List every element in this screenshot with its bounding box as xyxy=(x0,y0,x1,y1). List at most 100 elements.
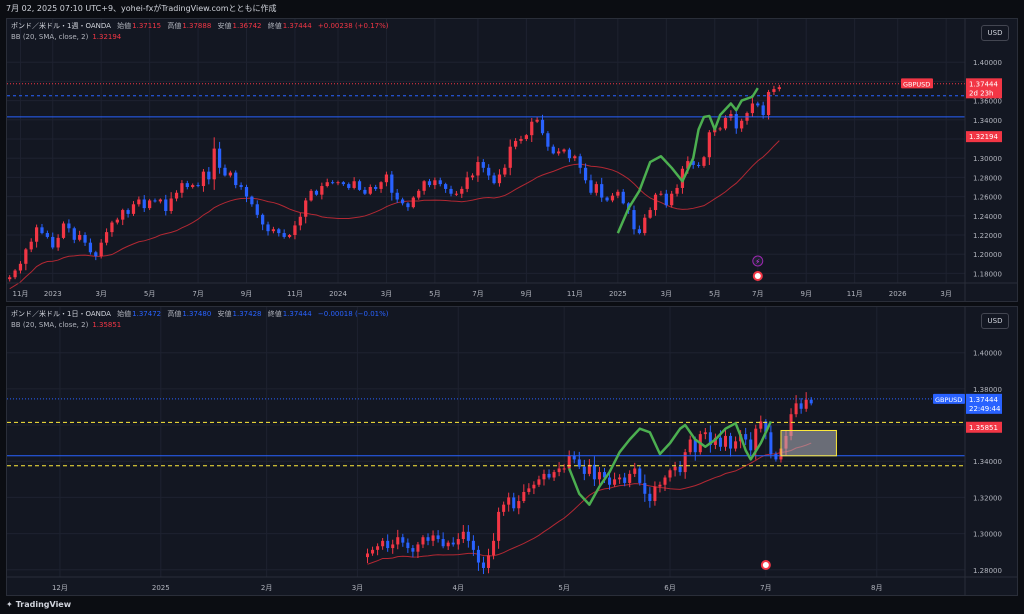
weekly-candle-body xyxy=(454,193,459,195)
weekly-candle-body xyxy=(648,210,652,218)
daily-chart-pane[interactable]: 1.400001.380001.360001.340001.320001.300… xyxy=(6,306,1018,596)
weekly-y-tick-label: 1.30000 xyxy=(973,155,1002,163)
weekly-candle xyxy=(131,201,136,216)
daily-candle-body xyxy=(789,414,793,436)
daily-y-tick-label: 1.40000 xyxy=(973,350,1002,358)
weekly-candle xyxy=(648,207,652,219)
daily-candle xyxy=(456,533,460,550)
daily-candle xyxy=(663,475,667,491)
weekly-candle xyxy=(384,171,389,187)
weekly-candle-body xyxy=(659,193,663,195)
daily-candle xyxy=(688,435,692,455)
weekly-candle-body xyxy=(18,263,23,271)
daily-candle xyxy=(723,429,728,451)
weekly-candle-body xyxy=(158,199,163,202)
daily-x-tick-label: 4月 xyxy=(453,584,464,592)
weekly-candle-body xyxy=(131,204,136,214)
daily-candle-body xyxy=(597,472,601,480)
daily-candle xyxy=(492,533,496,560)
daily-high-label: 高値 xyxy=(167,310,182,318)
daily-candle-body xyxy=(411,548,415,552)
weekly-candle-body xyxy=(750,103,755,114)
weekly-candle-body xyxy=(180,183,184,193)
weekly-currency-button[interactable]: USD xyxy=(981,25,1009,41)
daily-candle xyxy=(512,492,516,512)
weekly-elliott-wave-drawing xyxy=(616,87,759,234)
weekly-candle-body xyxy=(637,229,642,234)
weekly-candle xyxy=(56,234,60,251)
daily-candle-body xyxy=(663,477,667,485)
weekly-candle-body xyxy=(223,167,227,176)
weekly-candle-body xyxy=(508,146,512,168)
weekly-candle-body xyxy=(578,156,582,168)
weekly-candle xyxy=(540,114,545,136)
daily-candle xyxy=(769,425,773,459)
weekly-candle xyxy=(481,159,485,173)
weekly-price-tag-countdown: 2d 23h xyxy=(969,89,993,97)
weekly-bollinger-basis-line xyxy=(9,140,780,290)
daily-chart-canvas[interactable]: 1.400001.380001.360001.340001.320001.300… xyxy=(7,307,1017,595)
daily-change-value: −0.00018 (−0.01%) xyxy=(317,310,389,318)
daily-candle xyxy=(592,456,596,486)
daily-price-tag-value: 1.37444 xyxy=(969,396,998,404)
daily-currency-button[interactable]: USD xyxy=(981,313,1009,329)
weekly-candle xyxy=(535,117,539,124)
daily-y-tick-label: 1.32000 xyxy=(973,494,1002,502)
daily-candle xyxy=(799,398,803,414)
daily-candle-body xyxy=(512,497,516,509)
weekly-candle xyxy=(702,155,706,168)
weekly-candle-body xyxy=(621,191,625,204)
weekly-legend: ポンド／米ドル・1週・OANDA 始値1.37115 高値1.37888 安値1… xyxy=(11,21,389,43)
weekly-candle-body xyxy=(78,235,82,240)
weekly-change-value: +0.00238 (+0.17%) xyxy=(317,22,389,30)
daily-candle-body xyxy=(527,488,531,492)
daily-candle-body xyxy=(471,540,475,550)
weekly-candle xyxy=(217,141,222,174)
daily-candle xyxy=(754,424,758,460)
weekly-chart-pane[interactable]: 1.400001.380001.360001.340001.320001.300… xyxy=(6,18,1018,302)
weekly-y-tick-label: 1.36000 xyxy=(973,98,1002,106)
weekly-candle xyxy=(696,162,701,168)
weekly-candle xyxy=(643,214,647,236)
daily-candle xyxy=(421,535,425,549)
daily-candle-body xyxy=(547,473,551,478)
weekly-x-tick-label: 3月 xyxy=(95,290,106,298)
weekly-candle xyxy=(293,221,297,240)
tradingview-logo[interactable]: ✦ TradingView xyxy=(6,598,71,612)
daily-candle xyxy=(431,530,435,547)
weekly-candle xyxy=(400,197,405,206)
weekly-candle xyxy=(277,227,281,237)
daily-candle-body xyxy=(391,544,395,549)
weekly-candle-body xyxy=(336,182,340,184)
daily-y-tick-label: 1.30000 xyxy=(973,531,1002,539)
daily-candle-body xyxy=(602,472,607,478)
weekly-symbol-tag-text: GBPUSD xyxy=(903,80,930,88)
daily-candle xyxy=(628,470,632,488)
weekly-candle-body xyxy=(363,189,367,194)
daily-candle xyxy=(497,507,501,549)
weekly-event-flag-inner xyxy=(754,273,761,279)
weekly-x-tick-label: 9月 xyxy=(241,290,252,298)
weekly-candle xyxy=(368,184,372,196)
daily-candle xyxy=(386,534,390,552)
weekly-candle-body xyxy=(201,171,206,187)
weekly-candle xyxy=(524,134,528,142)
weekly-candle xyxy=(201,168,206,192)
weekly-candle xyxy=(567,147,572,163)
weekly-candle xyxy=(470,173,475,181)
weekly-candle xyxy=(121,208,125,226)
weekly-chart-canvas[interactable]: 1.400001.380001.360001.340001.320001.300… xyxy=(7,19,1017,301)
weekly-candle xyxy=(605,196,609,202)
weekly-candle-body xyxy=(29,241,33,250)
daily-candle xyxy=(547,469,551,480)
weekly-x-tick-label: 9月 xyxy=(800,290,811,298)
weekly-candle-body xyxy=(395,192,399,200)
daily-candle xyxy=(381,537,385,550)
weekly-candle xyxy=(153,198,157,203)
weekly-candle-body xyxy=(207,171,211,180)
weekly-candle-body xyxy=(325,182,329,187)
weekly-candle xyxy=(449,185,453,197)
daily-candle-body xyxy=(537,479,541,485)
weekly-candle-body xyxy=(594,184,598,193)
weekly-candle xyxy=(174,190,179,202)
